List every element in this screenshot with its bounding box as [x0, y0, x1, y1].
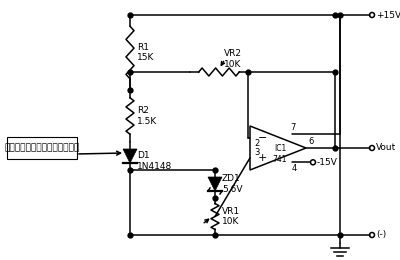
Text: IC1
741: IC1 741 [273, 144, 287, 164]
Text: 7: 7 [291, 123, 296, 132]
Text: (-): (-) [376, 231, 386, 239]
Text: -15V: -15V [317, 158, 338, 167]
Text: 4: 4 [291, 164, 297, 173]
Text: ใช้วัดอุณหภูมิ: ใช้วัดอุณหภูมิ [4, 144, 80, 153]
Text: 3: 3 [254, 148, 259, 157]
Polygon shape [123, 149, 137, 163]
Text: R1
15K: R1 15K [137, 43, 154, 62]
Text: VR2
10K: VR2 10K [224, 49, 242, 69]
Polygon shape [208, 177, 222, 191]
Text: +: + [258, 153, 267, 163]
FancyBboxPatch shape [7, 137, 77, 159]
Text: D1
1N4148: D1 1N4148 [137, 151, 172, 171]
Text: R2
1.5K: R2 1.5K [137, 106, 157, 126]
Text: +15V: +15V [376, 10, 400, 20]
Text: 6: 6 [308, 138, 313, 146]
Text: ZD1
5.6V: ZD1 5.6V [222, 174, 242, 194]
Text: VR1
10K: VR1 10K [222, 207, 240, 226]
Text: 2: 2 [254, 139, 259, 148]
Text: Vout: Vout [376, 144, 396, 153]
Text: −: − [258, 133, 267, 143]
